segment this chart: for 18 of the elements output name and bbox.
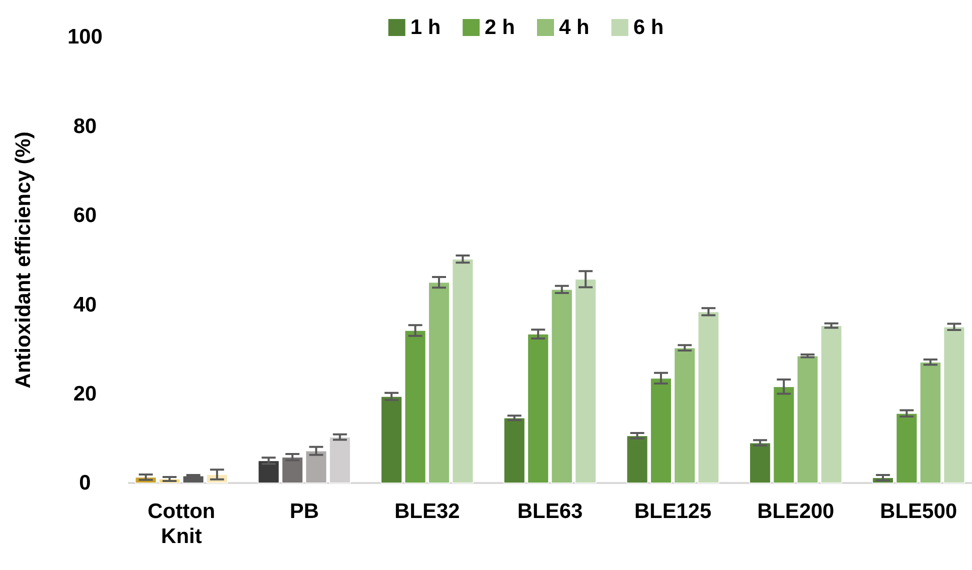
x-tick-label: BLE125 [634, 500, 712, 523]
legend-label: 1 h [410, 16, 441, 39]
x-tick-label: BLE32 [394, 500, 460, 523]
legend-label: 4 h [559, 16, 590, 39]
y-tick-label: 0 [79, 472, 91, 495]
y-tick-label: 100 [67, 26, 103, 49]
x-tick-label: BLE200 [757, 500, 834, 523]
x-tick-label: BLE63 [517, 500, 583, 523]
y-tick-label: 40 [73, 293, 97, 316]
y-axis-title: Antioxidant efficiency (%) [12, 132, 35, 388]
x-tick-label: BLE500 [880, 500, 958, 523]
y-tick-label: 80 [73, 114, 97, 138]
y-tick-label: 60 [73, 204, 97, 228]
legend-label: 2 h [484, 16, 515, 39]
y-tick-label: 20 [73, 382, 97, 406]
x-tick-label: Cotton Knit [148, 500, 216, 548]
legend-label: 6 h [633, 16, 664, 39]
x-tick-label: PB [290, 500, 319, 523]
